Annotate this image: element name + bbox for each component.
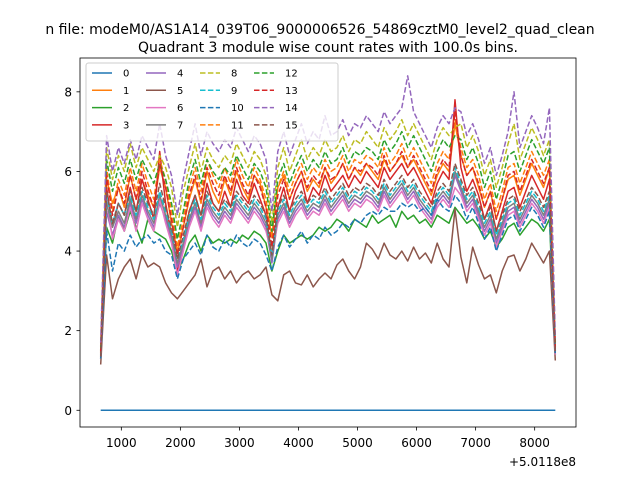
y-tick-label: 2 xyxy=(64,324,72,338)
series-line-13 xyxy=(99,110,557,353)
x-tick-label: 5000 xyxy=(342,436,373,450)
legend-label-8: 8 xyxy=(231,69,237,80)
legend-label-13: 13 xyxy=(285,86,298,97)
x-tick-label: 6000 xyxy=(401,436,432,450)
series-line-11 xyxy=(99,118,557,353)
chart-title: Quadrant 3 module wise count rates with … xyxy=(138,40,518,56)
x-tick-label: 3000 xyxy=(224,436,255,450)
axes-layer: 1000 2000 3000 4000 5000 6000 7000 8000 0 2 4 6 8 xyxy=(64,57,577,450)
y-tick-label: 8 xyxy=(64,85,72,99)
legend-label-10: 10 xyxy=(231,103,244,114)
x-tick-label: 7000 xyxy=(460,436,491,450)
x-tick-label: 2000 xyxy=(165,436,196,450)
series-line-8 xyxy=(99,118,557,347)
legend-label-12: 12 xyxy=(285,69,298,80)
legend-label-1: 1 xyxy=(123,86,129,97)
legend-label-11: 11 xyxy=(231,120,244,131)
legend-label-5: 5 xyxy=(177,86,183,97)
series-line-7 xyxy=(99,170,557,357)
x-axis-offset-label: +5.0118e8 xyxy=(509,455,576,469)
series-line-10 xyxy=(99,194,557,359)
x-tick-label: 4000 xyxy=(283,436,314,450)
figure-suptitle: n file: modeM0/AS1A14_039T06_9000006526_… xyxy=(45,22,594,38)
series-line-5 xyxy=(99,208,557,365)
series-line-12 xyxy=(99,130,557,351)
series-line-4 xyxy=(99,174,557,359)
legend-label-9: 9 xyxy=(231,86,237,97)
legend-label-7: 7 xyxy=(177,120,183,131)
y-tick-label: 0 xyxy=(64,404,72,418)
legend-label-14: 14 xyxy=(285,103,298,114)
legend-label-4: 4 xyxy=(177,69,183,80)
x-tick-label: 8000 xyxy=(519,436,550,450)
legend-label-0: 0 xyxy=(123,69,129,80)
legend-frame xyxy=(85,62,339,142)
legend-label-15: 15 xyxy=(285,120,298,131)
legend-label-2: 2 xyxy=(123,103,129,114)
series-line-1 xyxy=(99,122,557,351)
x-tick-label: 1000 xyxy=(106,436,137,450)
plot-frame xyxy=(79,57,577,428)
y-tick-label: 4 xyxy=(64,245,72,259)
legend-label-3: 3 xyxy=(123,120,129,131)
legend-label-6: 6 xyxy=(177,103,183,114)
series-line-6 xyxy=(99,186,557,359)
y-tick-label: 6 xyxy=(64,165,72,179)
series-line-15 xyxy=(99,162,557,357)
